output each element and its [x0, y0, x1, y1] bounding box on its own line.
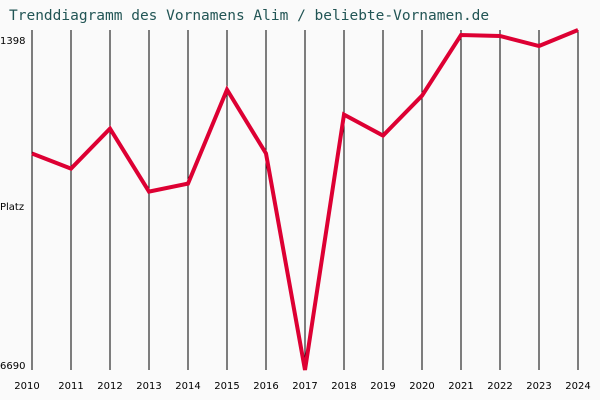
trend-line	[31, 28, 579, 371]
x-axis-label-2010: 2010	[14, 381, 40, 392]
x-axis-label-2022: 2022	[487, 381, 513, 392]
vertical-gridlines	[31, 30, 579, 370]
x-axis-label-2013: 2013	[136, 381, 162, 392]
x-axis-label-2017: 2017	[292, 381, 318, 392]
y-axis-title: Platz	[0, 202, 25, 213]
x-axis-label-2020: 2020	[409, 381, 435, 392]
x-axis-label-2015: 2015	[214, 381, 240, 392]
x-axis-label-2019: 2019	[370, 381, 396, 392]
x-axis-label-2011: 2011	[58, 381, 84, 392]
x-axis-label-2014: 2014	[175, 381, 201, 392]
x-axis-label-2021: 2021	[448, 381, 474, 392]
x-axis-label-2012: 2012	[97, 381, 123, 392]
y-axis-top-label: 1398	[0, 36, 26, 47]
y-axis-bottom-label: 6690	[0, 361, 26, 372]
x-axis-label-2016: 2016	[253, 381, 279, 392]
x-axis-label-2024: 2024	[565, 381, 591, 392]
x-axis-label-2018: 2018	[331, 381, 357, 392]
x-axis-label-2023: 2023	[526, 381, 552, 392]
chart-title: Trenddiagramm des Vornamens Alim / belie…	[9, 8, 490, 24]
